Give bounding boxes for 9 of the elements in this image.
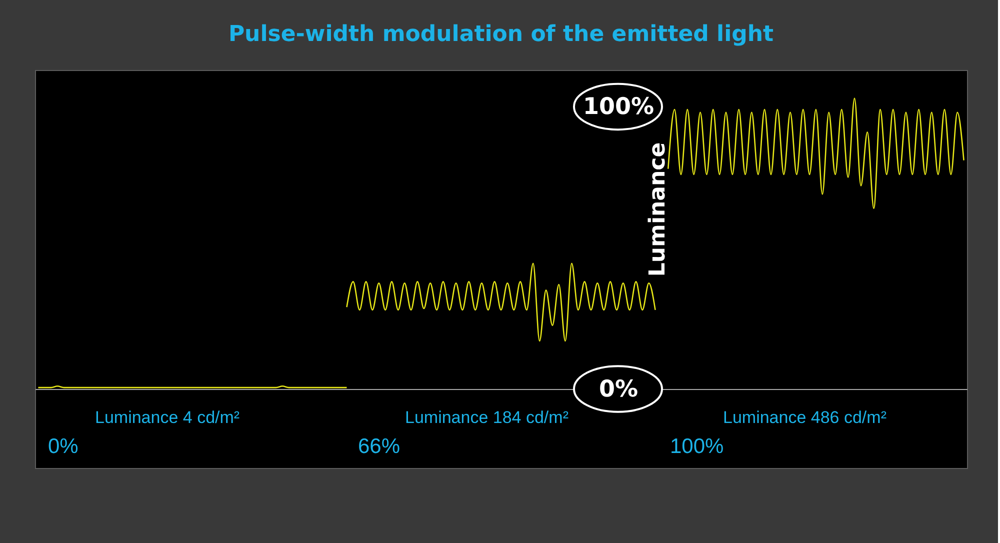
- annotation: Luminance 4 cd/m²: [95, 408, 240, 427]
- chart-title: Pulse-width modulation of the emitted light: [228, 22, 774, 47]
- annotation: Luminance 184 cd/m²: [405, 408, 569, 427]
- annotation: 66%: [358, 435, 400, 458]
- annotation: Luminance 486 cd/m²: [723, 408, 887, 427]
- annotation: 100%: [670, 435, 724, 458]
- line-series: [667, 98, 964, 209]
- annotation: 0%: [48, 435, 78, 458]
- y-axis-title: Luminance: [646, 142, 670, 277]
